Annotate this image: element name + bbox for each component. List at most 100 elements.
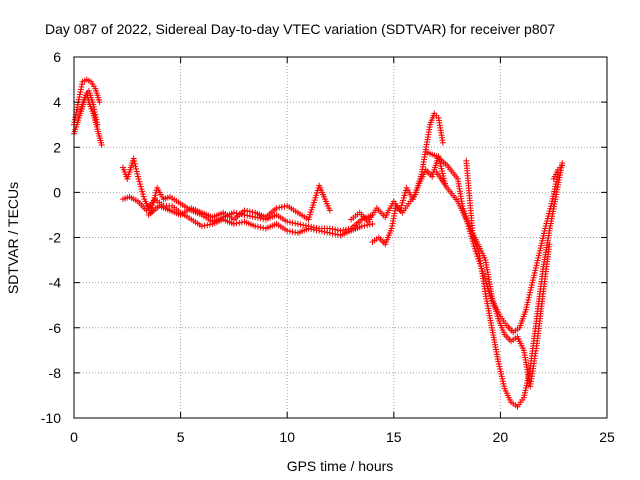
data-marker	[342, 226, 349, 233]
y-tick-label: -10	[41, 410, 61, 426]
x-axis-label: GPS time / hours	[287, 458, 394, 474]
data-point	[284, 218, 291, 225]
data-marker	[135, 176, 142, 183]
data-marker	[332, 231, 339, 238]
data-marker	[132, 163, 139, 170]
data-marker	[489, 295, 496, 302]
data-point	[294, 220, 301, 227]
data-marker	[302, 222, 309, 229]
data-marker	[329, 230, 336, 237]
data-marker	[492, 305, 499, 312]
data-marker	[93, 119, 100, 126]
data-marker	[310, 226, 317, 233]
data-marker	[254, 214, 261, 221]
data-marker	[292, 220, 299, 227]
data-marker	[78, 83, 85, 90]
data-marker	[400, 197, 407, 204]
data-marker	[494, 313, 501, 320]
data-marker	[490, 298, 497, 305]
x-tick-label: 15	[386, 429, 402, 445]
data-marker	[254, 223, 261, 230]
data-marker	[90, 103, 97, 110]
data-marker	[397, 204, 404, 211]
data-point	[546, 241, 553, 248]
x-tick-label: 5	[177, 429, 185, 445]
data-marker	[400, 194, 407, 201]
data-marker	[286, 219, 293, 226]
data-marker	[92, 114, 99, 121]
tick-labels: 0 5 10 15 20 25 -10 -8 -6 -4 -2 0 2 4 6	[41, 49, 615, 445]
data-point	[98, 141, 105, 148]
data-marker	[77, 86, 84, 93]
data-point	[559, 162, 566, 169]
data-marker	[276, 204, 283, 211]
data-marker	[402, 189, 409, 196]
data-point	[397, 207, 404, 214]
data-marker	[139, 191, 146, 198]
data-point	[134, 173, 141, 180]
data-marker	[308, 226, 315, 233]
data-marker	[76, 94, 83, 101]
data-marker	[134, 171, 141, 178]
data-marker	[204, 222, 211, 229]
y-tick-label: -2	[49, 230, 62, 246]
data-marker	[493, 310, 500, 317]
data-marker	[401, 192, 408, 199]
y-tick-label: 0	[53, 184, 61, 200]
data-marker	[318, 228, 325, 235]
data-point	[90, 101, 97, 108]
data-marker	[493, 308, 500, 315]
data-marker	[93, 116, 100, 123]
data-point	[241, 207, 248, 214]
data-point	[369, 220, 376, 227]
data-marker	[257, 224, 264, 231]
data-marker	[131, 160, 138, 167]
data-marker	[201, 222, 208, 229]
data-marker	[324, 229, 331, 236]
data-marker	[313, 227, 320, 234]
data-marker	[136, 178, 143, 185]
x-tick-label: 0	[70, 429, 78, 445]
y-tick-label: -8	[49, 365, 62, 381]
y-tick-label: 6	[53, 49, 61, 65]
data-point	[198, 223, 205, 230]
data-marker	[244, 207, 251, 214]
data-marker	[289, 219, 296, 226]
data-marker	[131, 158, 138, 165]
data-point	[96, 99, 103, 106]
data-marker	[77, 88, 84, 95]
data-marker	[139, 188, 146, 195]
data-point	[130, 155, 137, 162]
data-marker	[140, 193, 147, 200]
data-marker	[300, 222, 307, 229]
data-marker	[491, 300, 498, 307]
data-point	[252, 223, 259, 230]
data-point	[488, 293, 495, 300]
data-point	[94, 121, 101, 128]
axis-ticks	[73, 56, 608, 419]
data-marker	[206, 221, 213, 228]
data-point	[326, 229, 333, 236]
data-marker	[249, 209, 256, 216]
y-tick-label: 2	[53, 139, 61, 155]
data-marker	[246, 208, 253, 215]
data-marker	[137, 181, 144, 188]
data-marker	[133, 165, 140, 172]
data-marker	[399, 199, 406, 206]
data-marker	[286, 228, 293, 235]
data-marker	[138, 186, 145, 193]
data-marker	[75, 96, 82, 103]
x-tick-label: 25	[599, 429, 615, 445]
data-point	[439, 139, 446, 146]
data-marker	[92, 111, 99, 118]
data-point	[273, 205, 280, 212]
data-marker	[491, 303, 498, 310]
data-marker	[321, 228, 328, 235]
data-marker	[278, 204, 285, 211]
data-marker	[78, 81, 85, 88]
data-marker	[233, 220, 240, 227]
data-marker	[364, 222, 371, 229]
data-marker	[297, 221, 304, 228]
data-point	[305, 225, 312, 232]
